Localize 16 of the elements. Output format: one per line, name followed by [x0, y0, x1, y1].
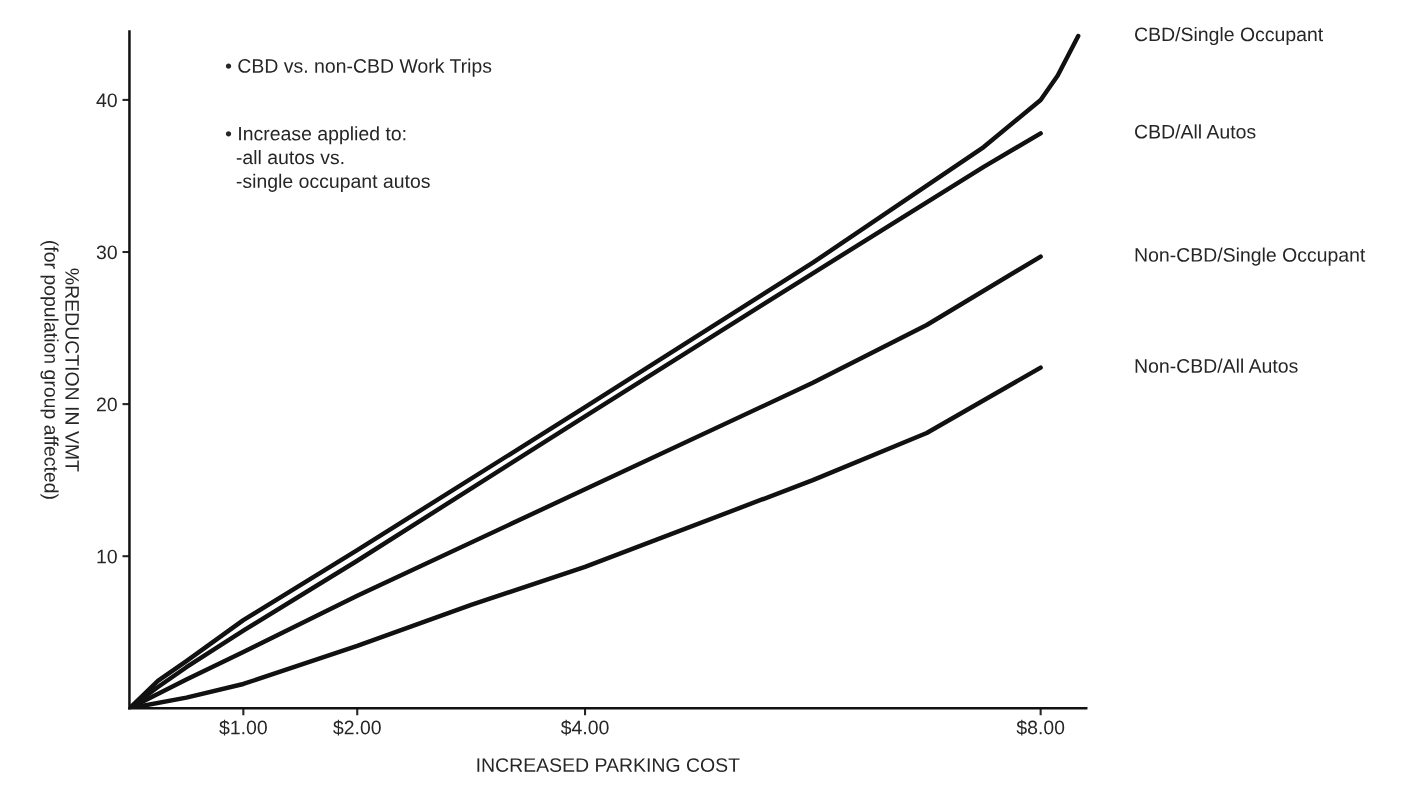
- y-tick-label: 10: [97, 549, 117, 564]
- text: Non-CBD/Single Occupant: [1135, 247, 1366, 266]
- x-axis-title: INCREASED PARKING COST: [477, 758, 740, 772]
- x-tick-label: $4.00: [560, 719, 609, 736]
- text: Non-CBD/All Autos: [1135, 358, 1298, 373]
- text: CBD/Single Occupant: [1135, 26, 1324, 46]
- y-tick-label: 40: [96, 93, 117, 108]
- y-tick-label: 30: [96, 245, 117, 260]
- text: CBD/All Autos: [1135, 124, 1256, 139]
- x-tick-label: $8.00: [1016, 719, 1065, 736]
- annotation: • Increase applied to: -all autos vs. -single occupant autos: [225, 126, 430, 192]
- y-axis-title: %REDUCTION IN VMT (for population group affected): [40, 241, 80, 499]
- annotation: • CBD vs. non-CBD Work Trips: [225, 58, 492, 77]
- x-tick-label: $1.00: [219, 719, 267, 736]
- y-tick-label: 20: [96, 397, 117, 412]
- x-tick-label: $2.00: [333, 719, 381, 736]
